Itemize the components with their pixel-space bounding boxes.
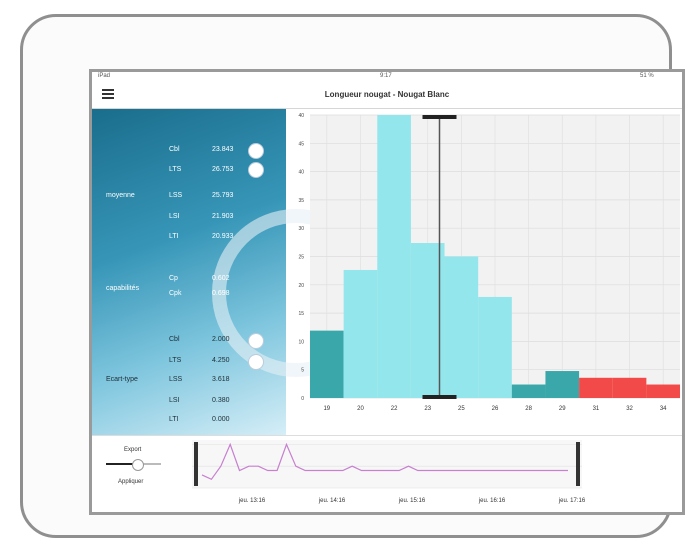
- target-line-handle-bottom: [422, 395, 457, 399]
- x-tick-label: 28: [525, 406, 532, 412]
- histogram-bar: [377, 115, 411, 398]
- stat-value: 20.933: [212, 233, 234, 240]
- histogram-chart: 0 5 10 15 20 25 30 35 40 45 40 19 20 22 23 25 26 28 29 31 32…: [286, 109, 682, 435]
- section-label-capabilites: capabilités: [106, 285, 140, 292]
- battery-label: 51 %: [640, 73, 654, 79]
- y-tick-label: 10: [298, 339, 304, 345]
- x-tick-label: 22: [391, 406, 398, 412]
- stat-value: 4.250: [212, 357, 230, 364]
- stat-value: 0.380: [212, 397, 230, 404]
- stat-value: 26.753: [212, 166, 234, 173]
- stat-value: 23.843: [212, 146, 234, 153]
- stat-value: 0.698: [212, 290, 230, 297]
- x-tick-label: 25: [458, 406, 465, 412]
- tablet-frame: iPad 9:17 51 % Longueur nougat - Nougat …: [20, 14, 685, 538]
- y-tick-label: 20: [298, 283, 304, 289]
- stat-name: LTI: [169, 233, 179, 240]
- x-tick-label: 34: [660, 406, 667, 412]
- toggle-lts[interactable]: [248, 162, 264, 178]
- export-button[interactable]: Export: [124, 447, 142, 453]
- x-tick-label: 29: [559, 406, 566, 412]
- y-tick-label: 5: [301, 368, 304, 374]
- stat-value: 0.000: [212, 416, 230, 423]
- histogram-bar: [343, 269, 378, 398]
- stat-value: 0.602: [212, 275, 230, 282]
- page-title: Longueur nougat - Nougat Blanc: [324, 90, 450, 99]
- clock: 9:17: [380, 73, 392, 79]
- apply-button[interactable]: Appliquer: [118, 479, 144, 485]
- navigation-bar: Longueur nougat - Nougat Blanc: [92, 82, 682, 109]
- toggle-cbl-ecart[interactable]: [248, 333, 264, 349]
- stat-value: 2.000: [212, 336, 230, 343]
- trend-x-tick-label: jeu. 14:16: [318, 498, 346, 504]
- range-handle-left: [194, 442, 198, 486]
- x-tick-label: 26: [492, 406, 499, 412]
- y-tick-label: 40: [298, 113, 304, 119]
- y-tick-label: 30: [298, 226, 304, 232]
- y-tick-label: 45: [298, 141, 304, 147]
- stat-name: Cpk: [169, 290, 182, 297]
- histogram-bar: [478, 296, 512, 398]
- stat-value: 3.618: [212, 376, 230, 383]
- stat-name: LTI: [169, 416, 179, 423]
- trend-x-tick-label: jeu. 15:16: [398, 498, 426, 504]
- hamburger-menu-icon[interactable]: [102, 89, 114, 99]
- y-tick-label: 25: [298, 255, 304, 261]
- x-tick-label: 23: [424, 406, 431, 412]
- histogram-svg: 0 5 10 15 20 25 30 35 40 45 40 19 20 22 23 25 26 28 29 31 32…: [298, 113, 680, 412]
- carrier-label: iPad: [98, 73, 111, 79]
- x-tick-label: 31: [593, 406, 600, 412]
- x-tick-label: 20: [357, 406, 364, 412]
- y-tick-label: 15: [298, 311, 304, 317]
- stat-name: LSI: [169, 397, 180, 404]
- stat-name: Cp: [169, 275, 178, 282]
- trend-x-tick-label: jeu. 16:16: [478, 498, 506, 504]
- trend-x-tick-label: jeu. 13:16: [238, 498, 266, 504]
- y-tick-label: 40: [298, 170, 304, 176]
- stat-value: 21.903: [212, 213, 234, 220]
- histogram-bar: [545, 371, 580, 398]
- toggle-lts-ecart[interactable]: [248, 354, 264, 370]
- stat-name: LSI: [169, 213, 180, 220]
- stat-name: Cbl: [169, 336, 180, 343]
- stat-name: LSS: [169, 376, 183, 383]
- status-bar: iPad 9:17 51 %: [92, 72, 682, 82]
- section-label-ecart-type: Ecart-type: [106, 376, 138, 383]
- x-tick-label: 32: [626, 406, 633, 412]
- histogram-bar: [444, 256, 479, 398]
- stat-name: Cbl: [169, 146, 180, 153]
- stat-name: LTS: [169, 166, 182, 173]
- histogram-bar: [612, 377, 647, 398]
- stat-value: 25.793: [212, 192, 234, 199]
- histogram-bar: [511, 384, 546, 398]
- stat-name: LSS: [169, 192, 183, 199]
- stat-name: LTS: [169, 357, 182, 364]
- toggle-cbl[interactable]: [248, 143, 264, 159]
- section-label-moyenne: moyenne: [106, 192, 135, 199]
- trend-line: [201, 442, 568, 481]
- y-tick-label: 0: [301, 396, 304, 402]
- x-tick-label: 19: [323, 406, 330, 412]
- histogram-bar: [310, 330, 344, 398]
- statistics-panel: moyenne Cbl 23.843 LTS 26.753 LSS 25.793…: [92, 109, 380, 435]
- histogram-bar: [579, 377, 613, 398]
- trend-plot-area: [192, 440, 582, 488]
- trend-x-tick-label: jeu. 17:16: [558, 498, 586, 504]
- target-line-handle-top: [422, 115, 457, 119]
- range-handle-right: [576, 442, 580, 486]
- slider-knob[interactable]: [132, 459, 144, 471]
- slider-fill: [106, 463, 136, 465]
- y-tick-label: 35: [298, 198, 304, 204]
- histogram-bar: [646, 384, 680, 398]
- app-screen: iPad 9:17 51 % Longueur nougat - Nougat …: [89, 69, 685, 515]
